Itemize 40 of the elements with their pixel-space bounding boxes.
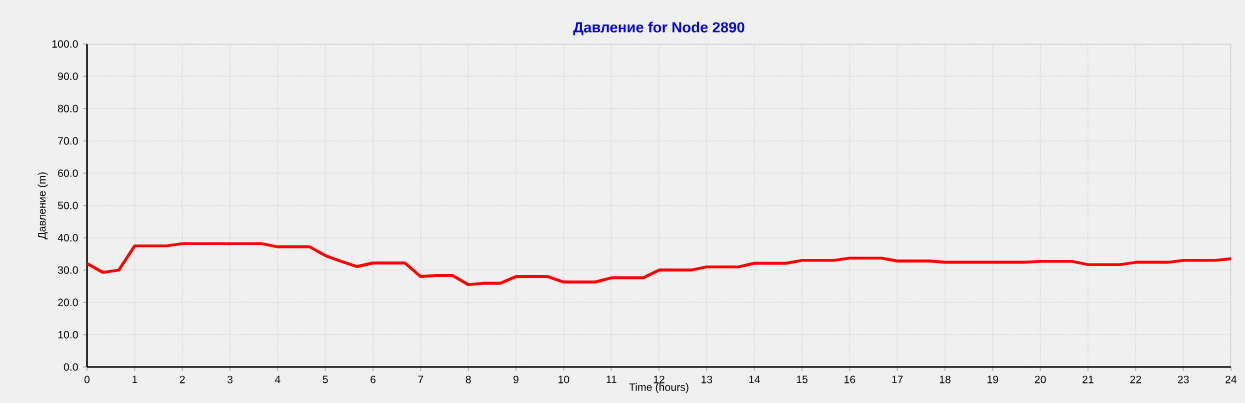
x-tick-label: 19 [987, 375, 999, 384]
x-tick-label: 7 [418, 375, 424, 384]
y-axis-title: Давление (m) [37, 172, 48, 240]
y-tick-label: 50.0 [57, 201, 78, 210]
x-tick-label: 22 [1130, 375, 1142, 384]
y-tick-label: 90.0 [58, 72, 78, 81]
x-tick-label: 17 [892, 375, 903, 384]
x-tick-label: 6 [370, 375, 376, 384]
x-tick-label: 0 [84, 375, 90, 384]
x-tick-label: 5 [322, 375, 328, 384]
y-tick-label: 30.0 [57, 266, 78, 274]
x-tick-label: 21 [1082, 375, 1094, 384]
x-tick-label: 3 [227, 375, 233, 384]
x-tick-label: 8 [465, 375, 471, 384]
x-tick-label: 9 [513, 375, 519, 384]
line-series [87, 242, 1231, 287]
x-tick-label: 12 [653, 375, 665, 384]
x-axis-title: Time (hours) [629, 383, 689, 394]
y-tick-label: 100.0 [52, 40, 78, 48]
x-tick-label: 20 [1034, 375, 1046, 384]
y-tick-label: 60.0 [58, 169, 78, 177]
y-tick-label: 20.0 [58, 298, 78, 307]
x-tick-label: 23 [1177, 375, 1189, 384]
x-tick-label: 4 [274, 375, 281, 384]
y-tick-label: 70.0 [58, 137, 78, 145]
x-tick-label: 1 [132, 375, 138, 384]
x-tick-label: 2 [179, 375, 185, 384]
y-tick-label: 40.0 [57, 234, 78, 242]
y-tick-label: 0.0 [63, 363, 78, 371]
y-tick-label: 10.0 [58, 330, 78, 339]
chart-title: Давление for Node 2890 [573, 21, 745, 36]
x-tick-label: 11 [606, 375, 617, 384]
x-tick-label: 10 [558, 375, 570, 384]
x-tick-label: 18 [939, 375, 951, 384]
x-tick-label: 13 [701, 375, 713, 384]
x-tick-label: 24 [1225, 375, 1237, 384]
y-tick-label: 80.0 [58, 104, 78, 113]
x-tick-label: 14 [749, 375, 760, 384]
x-tick-label: 16 [844, 375, 856, 384]
x-tick-label: 15 [796, 375, 808, 384]
